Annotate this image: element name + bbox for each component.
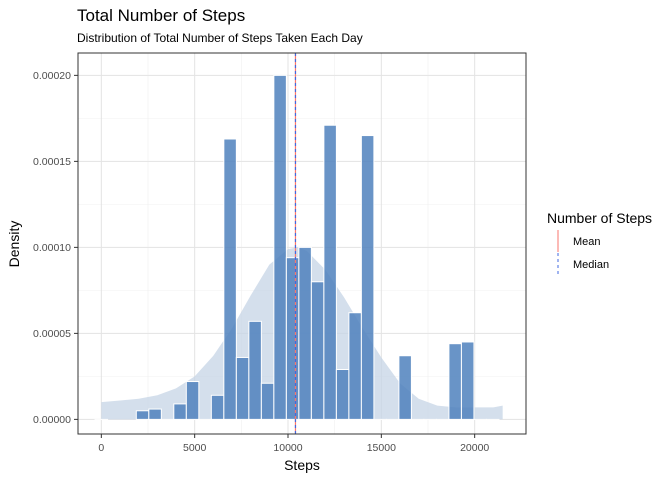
- x-tick-label: 5000: [183, 442, 207, 454]
- y-tick-label: 0.00015: [33, 156, 71, 168]
- histogram-bar: [223, 138, 237, 420]
- x-tick-label: 10000: [273, 442, 302, 454]
- y-axis-title: Density: [6, 221, 22, 268]
- legend-mean-label: Mean: [573, 236, 601, 248]
- histogram-bar: [248, 320, 262, 420]
- chart-title: Total Number of Steps: [77, 6, 245, 25]
- x-axis-ticks: 0 5000 10000 15000 20000: [98, 434, 489, 454]
- histogram-bar: [273, 74, 287, 420]
- legend: Number of Steps Mean Median: [547, 210, 652, 275]
- histogram-bar: [285, 257, 300, 420]
- histogram-bar: [398, 355, 412, 420]
- y-tick-label: 0.00000: [33, 414, 71, 426]
- x-tick-label: 0: [98, 442, 104, 454]
- histogram-bars: [94, 74, 500, 420]
- y-axis-ticks: 0.00000 0.00005 0.00010 0.00015 0.00020: [33, 70, 78, 426]
- x-tick-label: 20000: [460, 442, 489, 454]
- histogram-bar: [460, 341, 475, 420]
- histogram-bar: [235, 356, 250, 420]
- legend-median-label: Median: [573, 259, 609, 271]
- chart-subtitle: Distribution of Total Number of Steps Ta…: [77, 31, 363, 45]
- histogram-bar: [348, 312, 362, 420]
- histogram-bar: [360, 135, 375, 420]
- legend-title: Number of Steps: [547, 210, 652, 226]
- y-tick-label: 0.00005: [33, 328, 71, 340]
- x-axis-title: Steps: [284, 457, 320, 473]
- y-tick-label: 0.00010: [33, 242, 71, 254]
- histogram-bar: [135, 410, 150, 420]
- histogram-bar: [323, 124, 337, 420]
- histogram-bar: [260, 382, 275, 420]
- histogram-bar: [310, 281, 325, 420]
- histogram-bar: [210, 394, 225, 420]
- histogram-bar: [148, 408, 162, 420]
- histogram-bar: [185, 381, 200, 420]
- histogram-bar: [335, 368, 350, 420]
- histogram-bar: [298, 246, 312, 420]
- histogram-bar: [448, 343, 462, 420]
- histogram-bar: [173, 403, 187, 420]
- x-tick-label: 15000: [367, 442, 396, 454]
- plot-panel-border: [77, 52, 527, 435]
- y-tick-label: 0.00020: [33, 70, 71, 82]
